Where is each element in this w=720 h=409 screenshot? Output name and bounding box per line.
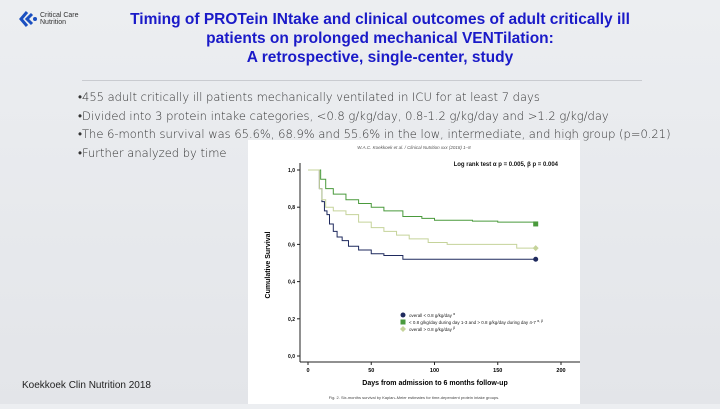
y-tick-label: 1,0 (288, 168, 295, 174)
title-line: A retrospective, single-center, study (246, 49, 514, 66)
x-tick-label: 50 (368, 368, 374, 374)
legend-label-0: overall < 0.8 g/kg/day α (409, 312, 455, 318)
slide-title: Timing of PROTein INtake and clinical ou… (80, 10, 680, 67)
legend-superscript: β (453, 326, 455, 330)
legend-marker-1 (400, 319, 406, 325)
x-tick-label: 150 (493, 368, 502, 374)
kaplan-meier-figure: W.A.C. Koekkoek et al. / Clinical Nutrit… (248, 140, 580, 404)
title-divider (82, 80, 642, 81)
kaplan-meier-chart: W.A.C. Koekkoek et al. / Clinical Nutrit… (265, 145, 580, 400)
survival-curve-0 (308, 169, 536, 260)
y-tick-label: 0,0 (288, 354, 295, 360)
x-tick-label: 200 (556, 368, 565, 374)
survival-curve-1 (308, 169, 537, 224)
y-tick-label: 0,6 (288, 242, 295, 248)
legend-label-2: overall > 0.8 g/kg/day β (409, 326, 455, 332)
logo-text-line1: Critical Care (40, 12, 79, 19)
curve-end-marker-0 (533, 256, 539, 262)
y-tick-label: 0,2 (288, 317, 295, 323)
figure-header: W.A.C. Koekkoek et al. / Clinical Nutrit… (357, 145, 471, 150)
bullet-item: •455 adult critically ill patients mecha… (78, 90, 540, 104)
log-rank-annotation: Log rank test α p = 0.005, β p = 0.004 (454, 162, 559, 168)
citation: Koekkoek Clin Nutrition 2018 (22, 380, 151, 391)
x-tick-label: 0 (306, 368, 309, 374)
legend-marker-2 (400, 326, 406, 332)
critical-care-nutrition-logo: Critical Care Nutrition (18, 10, 80, 28)
bullet-list: •455 adult critically ill patients mecha… (78, 88, 671, 162)
y-axis-label: Cumulative Survival (265, 231, 272, 298)
title-line: Timing of PROTein INtake and clinical ou… (130, 11, 630, 28)
bullet-item: •Divided into 3 protein intake categorie… (78, 108, 609, 123)
bullet-item: •The 6-month survival was 65.6%, 68.9% a… (78, 127, 671, 141)
curve-end-marker-2 (532, 245, 539, 252)
title-line: patients on prolonged mechanical VENTila… (206, 30, 554, 47)
logo-text-line2: Nutrition (40, 19, 67, 26)
y-tick-label: 0,8 (288, 205, 295, 211)
x-tick-label: 100 (430, 368, 439, 374)
legend-superscript: α, β (537, 319, 543, 323)
figure-caption: Fig. 2. Six-months survival by Kaplan–Me… (329, 395, 500, 400)
survival-curve-2 (308, 169, 536, 249)
y-tick-label: 0,4 (288, 280, 295, 286)
legend-label-1: < 0.8 g/kg/day during day 1-3 and > 0.8 … (409, 319, 543, 325)
legend-superscript: α (453, 312, 455, 316)
curve-end-marker-1 (533, 221, 539, 227)
x-axis-label: Days from admission to 6 months follow-u… (362, 380, 507, 387)
logo-chevrons-icon (19, 11, 37, 27)
bullet-item: •Further analyzed by time (78, 145, 227, 160)
legend-marker-0 (400, 312, 406, 318)
